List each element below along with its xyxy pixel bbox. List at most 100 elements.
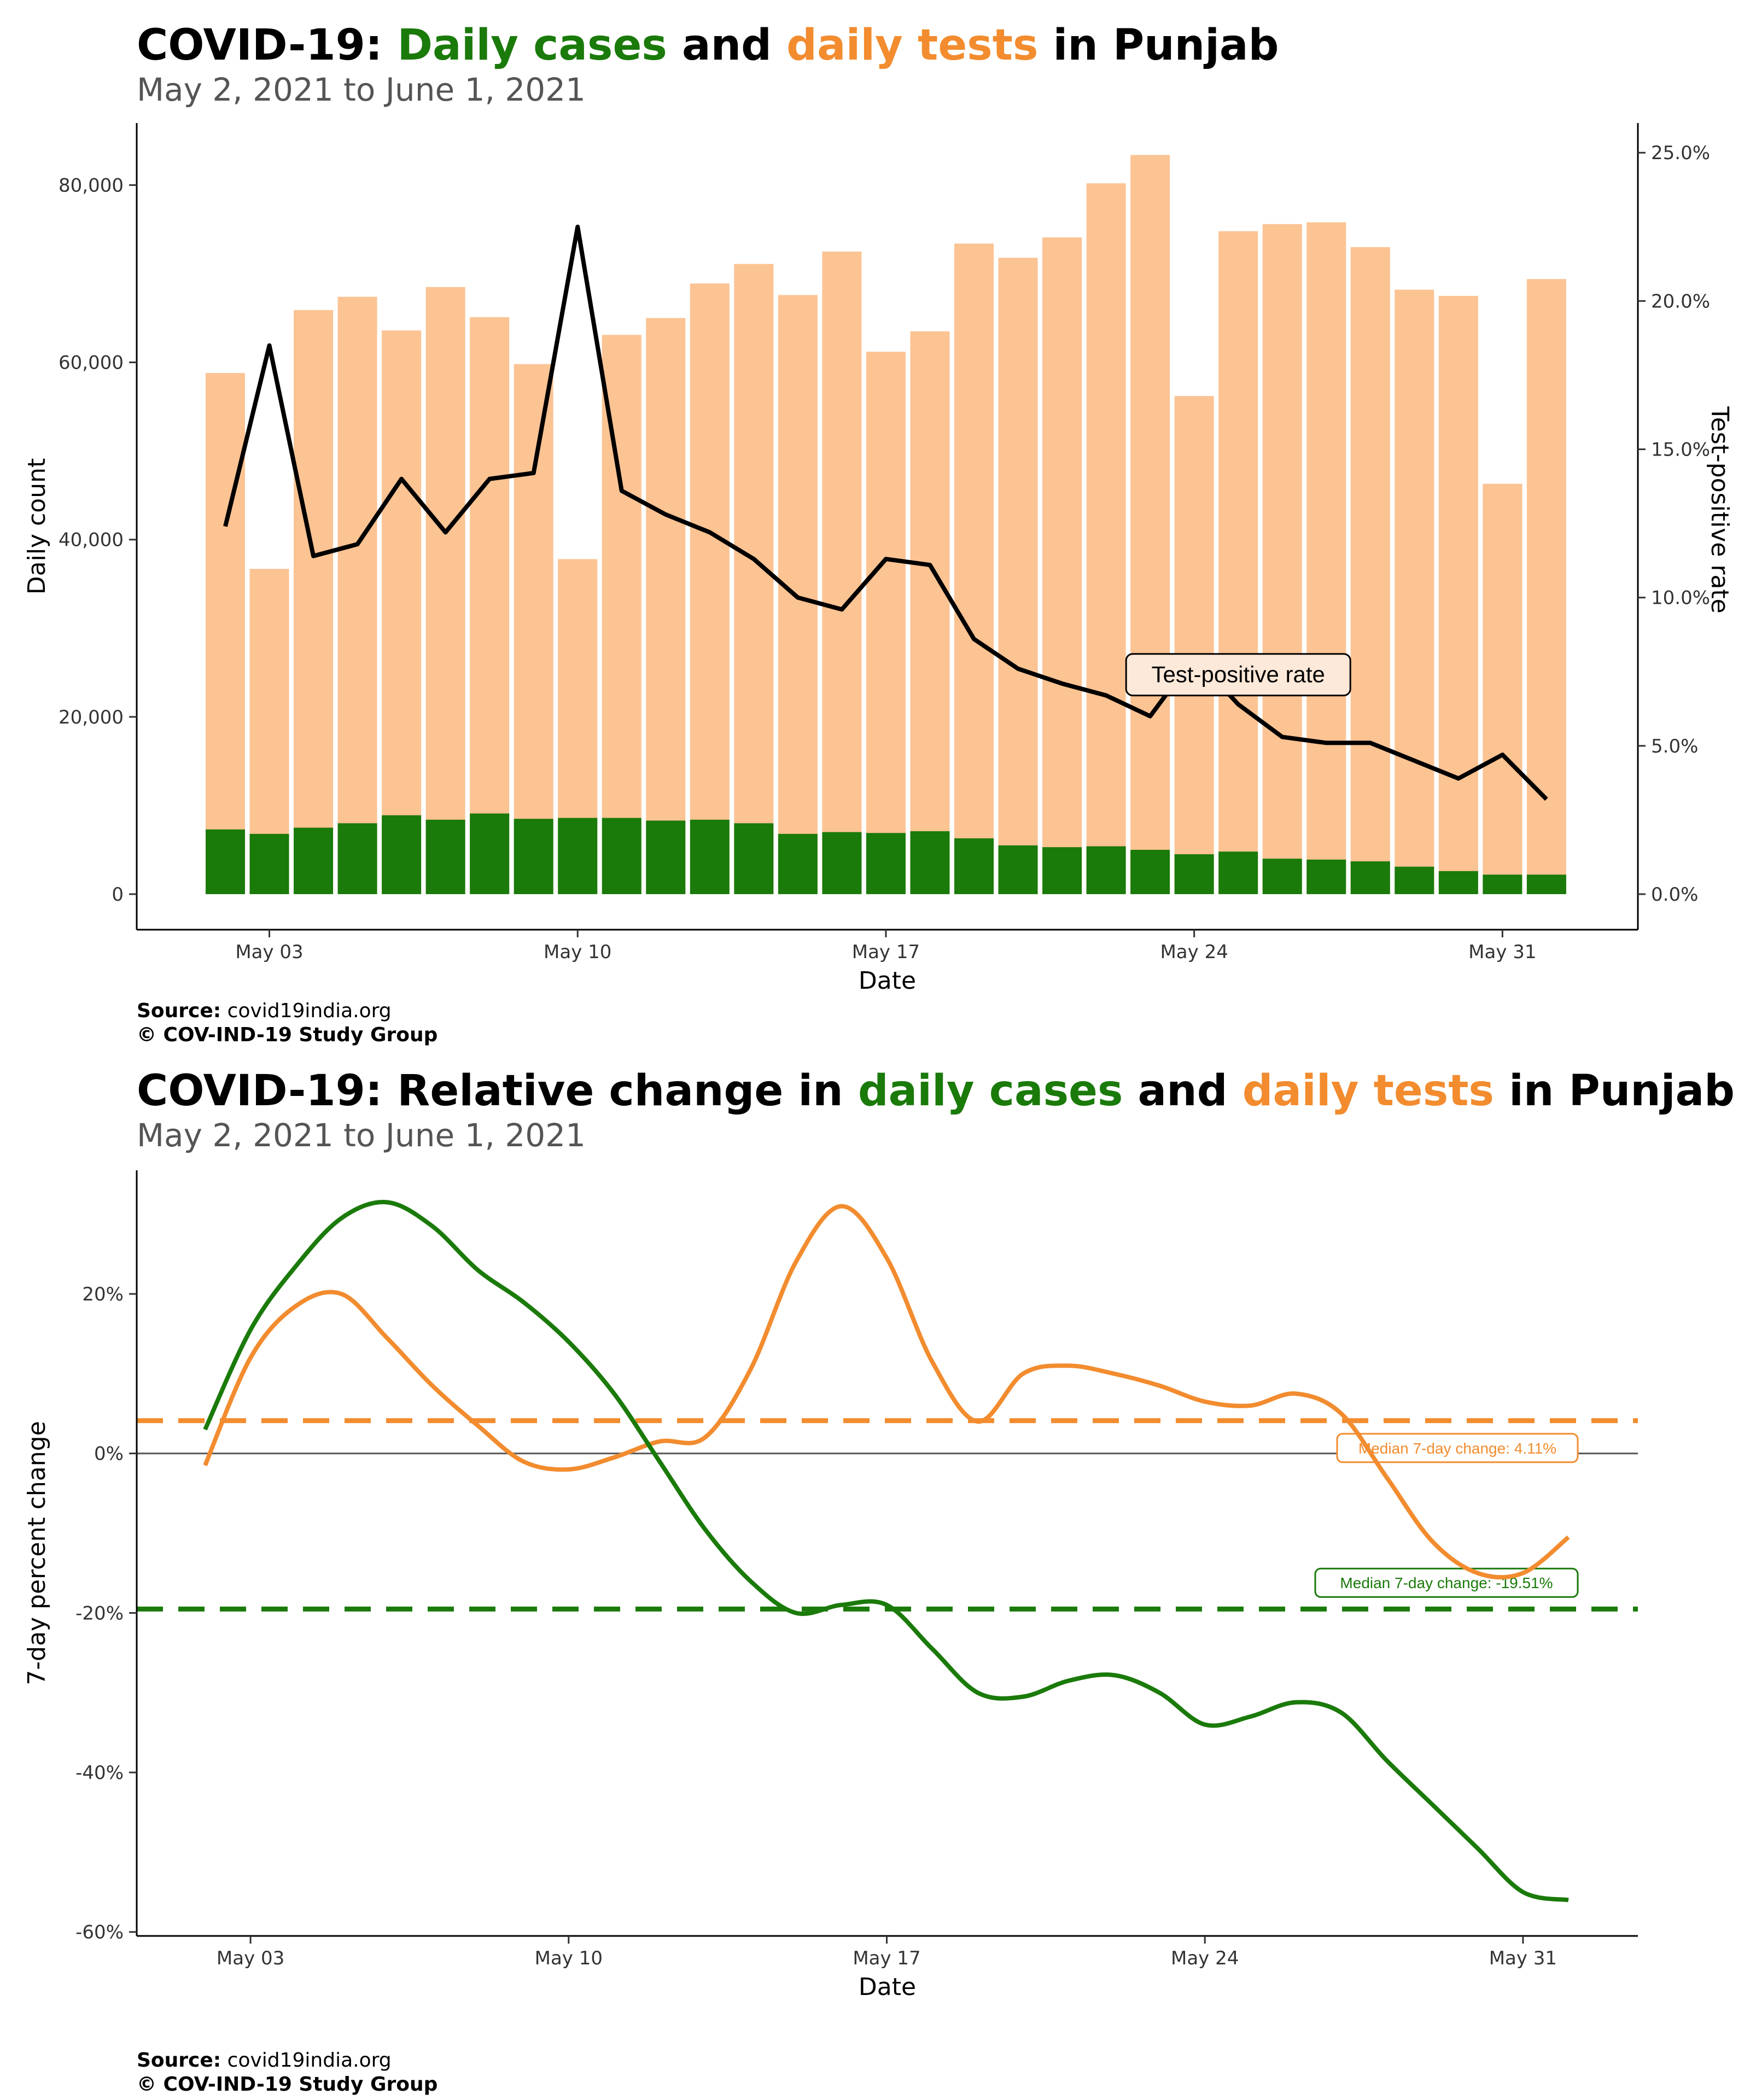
bar-daily-cases bbox=[1130, 849, 1170, 894]
bar-daily-cases bbox=[1306, 859, 1346, 894]
line-daily-tests-change bbox=[203, 1204, 1570, 1580]
source-label: Source: bbox=[137, 2049, 221, 2072]
x-axis-title: Date bbox=[859, 967, 916, 995]
title-part-cases: daily cases bbox=[858, 1066, 1123, 1116]
bar-daily-cases bbox=[1438, 871, 1478, 894]
bar-daily-tests bbox=[954, 243, 994, 894]
bar-daily-tests bbox=[646, 318, 686, 894]
bar-daily-cases bbox=[1218, 851, 1258, 894]
bar-daily-cases bbox=[822, 832, 862, 894]
x-tick-label: May 24 bbox=[1160, 941, 1228, 963]
bar-daily-cases bbox=[249, 833, 289, 894]
bar-daily-tests bbox=[1086, 183, 1126, 894]
y-tick-label: 0 bbox=[112, 884, 124, 906]
source-value: covid19india.org bbox=[221, 2049, 392, 2072]
bar-daily-cases bbox=[294, 827, 334, 894]
title-part-cases: Daily cases bbox=[397, 21, 667, 70]
y2-tick-label: 10.0% bbox=[1651, 587, 1710, 609]
panel-daily-counts: COVID-19: Daily cases and daily tests in… bbox=[23, 21, 1734, 1047]
y-tick-label: 80,000 bbox=[59, 174, 124, 196]
median-label-tests: Median 7-day change: 4.11% bbox=[1358, 1440, 1556, 1457]
bar-daily-cases bbox=[646, 820, 686, 894]
y-axis-title: Daily count bbox=[23, 458, 51, 594]
bar-daily-cases bbox=[690, 819, 730, 894]
bar-daily-tests bbox=[1042, 237, 1082, 894]
bar-daily-cases bbox=[1262, 859, 1302, 894]
panel-relative-change: COVID-19: Relative change in daily cases… bbox=[0, 1050, 1750, 2100]
chart-2-svg: Median 7-day change: 4.11% Median 7-day c… bbox=[23, 1170, 1638, 2001]
x-axis-title: Date bbox=[859, 1973, 916, 2001]
x-tick-label: May 10 bbox=[535, 1947, 603, 1969]
bar-daily-tests bbox=[514, 364, 553, 894]
bar-daily-tests bbox=[822, 252, 862, 894]
copyright: © COV-IND-19 Study Group bbox=[137, 1024, 438, 1046]
x-tick-label: May 10 bbox=[544, 941, 611, 963]
bar-daily-tests bbox=[910, 331, 950, 894]
bar-daily-cases bbox=[337, 823, 377, 894]
annotation-box bbox=[1125, 653, 1351, 697]
median-label-cases: Median 7-day change: -19.51% bbox=[1340, 1574, 1553, 1591]
bar-daily-cases bbox=[470, 813, 510, 894]
x-tick-label: May 03 bbox=[235, 941, 303, 963]
bar-daily-cases bbox=[1395, 866, 1434, 894]
bar-daily-tests bbox=[866, 352, 906, 894]
y-tick-label: -20% bbox=[75, 1602, 124, 1624]
bar-daily-cases bbox=[382, 815, 422, 894]
bar-daily-tests bbox=[1306, 222, 1346, 895]
bar-daily-cases bbox=[1350, 861, 1390, 894]
title-part-tests: daily tests bbox=[786, 21, 1039, 70]
title-part: COVID-19: bbox=[137, 21, 398, 70]
title-part: in Punjab bbox=[1494, 1066, 1735, 1116]
y-tick-label: -40% bbox=[75, 1762, 124, 1784]
bar-daily-cases bbox=[1483, 874, 1522, 894]
bar-daily-cases bbox=[910, 831, 950, 894]
title-part: in Punjab bbox=[1038, 21, 1279, 70]
bar-daily-tests bbox=[690, 283, 730, 894]
bar-daily-cases bbox=[734, 823, 774, 894]
chart-subtitle: May 2, 2021 to June 1, 2021 bbox=[137, 1117, 586, 1154]
bar-daily-cases bbox=[998, 845, 1038, 894]
y-tick-label: 40,000 bbox=[59, 529, 124, 551]
source-note: Source: covid19india.org © COV-IND-19 St… bbox=[137, 2049, 438, 2097]
y-tick-label: 0% bbox=[94, 1443, 124, 1465]
line-test-positive-rate bbox=[223, 224, 1548, 801]
chart-1-svg: Test-positive rate 0 20,000 40,000 60,000 80,… bbox=[23, 123, 1734, 995]
y-tick-label: 60,000 bbox=[59, 352, 124, 374]
bar-daily-tests bbox=[734, 264, 774, 894]
bar-daily-tests bbox=[778, 295, 818, 894]
y2-tick-label: 5.0% bbox=[1651, 736, 1698, 757]
title-part: COVID-19: Relative change in bbox=[137, 1066, 858, 1116]
bar-daily-tests bbox=[470, 317, 510, 894]
y2-axis-title: Test-positive rate bbox=[1706, 406, 1734, 613]
bar-daily-tests bbox=[1526, 279, 1566, 894]
bar-daily-cases bbox=[1086, 846, 1126, 894]
bar-daily-tests bbox=[337, 296, 377, 894]
source-note: Source: covid19india.org © COV-IND-19 St… bbox=[137, 999, 438, 1047]
bar-daily-tests bbox=[425, 287, 465, 894]
line-daily-cases-change bbox=[203, 1200, 1569, 1903]
bar-daily-tests bbox=[1174, 396, 1214, 894]
chart-subtitle: May 2, 2021 to June 1, 2021 bbox=[137, 71, 586, 108]
bar-daily-cases bbox=[866, 833, 906, 894]
bar-daily-tests bbox=[998, 258, 1038, 894]
x-tick-label: May 31 bbox=[1489, 1947, 1557, 1969]
bar-daily-cases bbox=[425, 819, 465, 894]
bar-daily-cases bbox=[1526, 874, 1566, 894]
bar-daily-tests bbox=[1218, 231, 1258, 895]
x-tick-label: May 24 bbox=[1171, 1947, 1239, 1969]
bar-daily-tests bbox=[206, 373, 245, 894]
bar-daily-cases bbox=[558, 818, 598, 894]
source-label: Source: bbox=[137, 1000, 221, 1022]
bar-daily-tests bbox=[1483, 483, 1522, 894]
bar-daily-tests bbox=[602, 335, 641, 894]
annotation-label: Test-positive rate bbox=[1151, 662, 1325, 687]
chart-title: COVID-19: Relative change in daily cases… bbox=[137, 1066, 1735, 1116]
y-tick-label: 20,000 bbox=[59, 707, 124, 728]
bar-daily-tests bbox=[1262, 224, 1302, 895]
source-value: covid19india.org bbox=[221, 1000, 392, 1022]
x-tick-label: May 31 bbox=[1468, 941, 1536, 963]
y2-tick-label: 15.0% bbox=[1651, 439, 1710, 461]
y2-tick-label: 0.0% bbox=[1651, 884, 1698, 906]
y2-tick-label: 20.0% bbox=[1651, 290, 1710, 312]
bar-daily-tests bbox=[382, 330, 422, 894]
